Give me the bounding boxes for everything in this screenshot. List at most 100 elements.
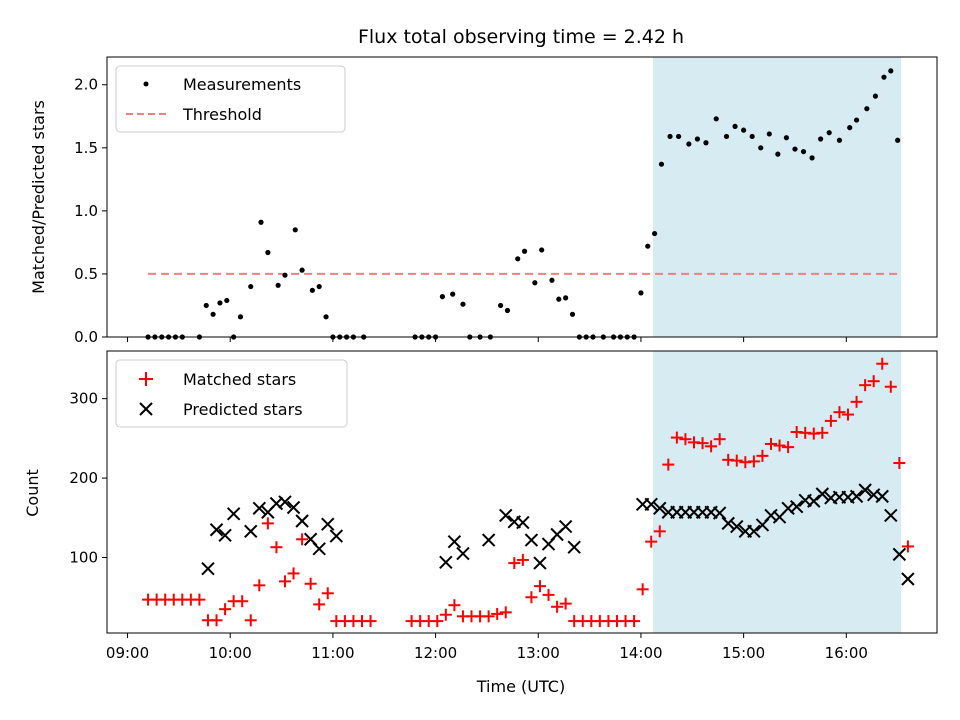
matched-star-point <box>219 603 232 616</box>
matched-star-point <box>670 431 683 444</box>
measurement-point <box>800 148 807 155</box>
matched-star-point <box>765 437 777 450</box>
measurement-point <box>460 301 466 307</box>
measurement-point <box>299 267 305 273</box>
top-highlight-rect <box>652 57 902 337</box>
matched-star-point <box>850 395 863 408</box>
top-highlight-span <box>652 57 902 337</box>
predicted-star-point <box>516 515 530 530</box>
matched-star-point <box>628 615 641 628</box>
matched-star-point <box>304 577 317 590</box>
predicted-star-point <box>244 524 258 539</box>
bottom-y-tick-label: 100 <box>69 549 98 567</box>
matched-star-point <box>448 599 461 612</box>
predicted-star-point <box>278 495 292 509</box>
matched-star-point <box>313 598 326 611</box>
measurement-point <box>498 302 504 309</box>
matched-star-point <box>884 380 897 393</box>
measurement-point <box>864 106 870 112</box>
matched-star-point <box>645 535 658 548</box>
matched-star-point <box>364 615 377 628</box>
legend-measurements-marker <box>143 81 149 87</box>
top-x-ticks <box>127 337 847 342</box>
matched-star-point <box>867 375 880 388</box>
matched-star-point <box>747 455 760 468</box>
measurement-point <box>792 146 798 152</box>
predicted-star-point <box>499 508 513 523</box>
matched-star-point <box>756 449 769 462</box>
measurement-point <box>775 151 781 157</box>
top-y-axis-label: Matched/Predicted stars <box>29 100 48 294</box>
measurement-point <box>569 311 576 317</box>
measurement-point <box>766 131 772 137</box>
bottom-y-axis-label: Count <box>23 469 42 517</box>
legend-threshold-label: Threshold <box>182 105 262 124</box>
matched-star-point <box>893 457 906 470</box>
matched-star-point <box>210 614 223 627</box>
bottom-x-ticks: 09:00 10:00 11:00 12:00 13:00 14:00 15:00 16:00 <box>106 633 868 662</box>
predicted-star-point <box>456 546 470 561</box>
bottom-axes-frame <box>106 350 938 634</box>
bottom-y-tick-label: 300 <box>69 390 98 408</box>
measurement-point <box>881 74 887 80</box>
measurement-point <box>686 141 692 147</box>
measurement-point <box>847 125 853 131</box>
predicted-star-point <box>653 501 667 515</box>
measurement-point <box>282 272 288 278</box>
x-tick-label: 16:00 <box>825 644 868 662</box>
predicted-star-point <box>329 529 344 543</box>
top-y-tick-label: 1.5 <box>74 139 98 157</box>
x-tick-label: 10:00 <box>209 644 252 662</box>
top-legend: Measurements Threshold <box>115 65 346 133</box>
measurement-point <box>237 314 244 320</box>
top-panel: 0.00.51.01.52.0 Matched/Predicted stars … <box>29 56 938 346</box>
measurement-point <box>316 283 322 290</box>
matched-star-point <box>662 458 675 471</box>
matched-star-point <box>842 408 855 421</box>
legend-measurements-label: Measurements <box>183 75 301 94</box>
measurement-point <box>292 227 298 233</box>
bottom-y-tick-label: 200 <box>69 469 98 487</box>
measurement-points <box>145 68 901 340</box>
measurement-point <box>258 219 264 225</box>
matched-star-point <box>482 610 495 623</box>
top-axes-frame <box>106 56 938 338</box>
predicted-star-point <box>286 500 301 515</box>
matched-star-point <box>253 579 266 592</box>
matched-star-point <box>244 614 257 627</box>
matched-star-point <box>901 540 914 553</box>
matched-star-point <box>431 615 444 628</box>
predicted-star-point <box>533 556 547 570</box>
matched-star-point <box>296 533 309 546</box>
matched-star-point <box>859 379 872 392</box>
measurement-point <box>248 283 254 290</box>
measurement-point <box>658 161 665 167</box>
measurement-point <box>203 302 209 309</box>
predicted-star-point <box>892 547 907 562</box>
x-tick-label: 12:00 <box>414 644 457 662</box>
measurement-point <box>549 277 555 283</box>
measurement-point <box>210 311 216 317</box>
top-y-tick-label: 0.0 <box>74 328 98 346</box>
matched-star-point <box>876 357 889 370</box>
measurement-point <box>667 133 673 140</box>
matched-stars-points <box>142 357 914 628</box>
matched-star-point <box>782 441 795 454</box>
matched-star-point <box>705 440 718 453</box>
measurement-point <box>675 133 682 140</box>
predicted-star-point <box>849 489 864 504</box>
predicted-star-point <box>567 540 581 554</box>
x-axis-label: Time (UTC) <box>476 677 565 696</box>
measurement-point <box>539 247 545 253</box>
measurement-point <box>450 291 456 297</box>
measurement-point <box>703 140 709 146</box>
measurement-point <box>826 130 832 136</box>
predicted-stars-points <box>201 483 915 586</box>
measurement-point <box>713 116 719 122</box>
matched-star-point <box>730 454 743 467</box>
matched-star-point <box>491 607 504 620</box>
measurement-point <box>749 133 755 140</box>
measurement-point <box>556 296 562 302</box>
measurement-point <box>309 287 315 293</box>
